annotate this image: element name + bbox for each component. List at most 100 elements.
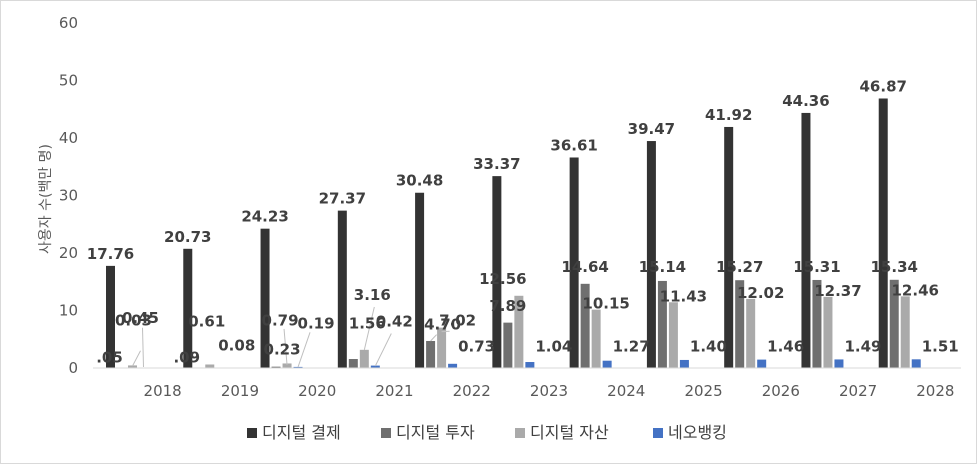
bar-2-8: [746, 299, 755, 368]
data-label-2-2: 0.79: [262, 311, 299, 329]
legend-label-1: 디지털 투자: [396, 423, 475, 442]
leader-4-1: [431, 335, 437, 341]
data-label-3-3: 0.42: [376, 312, 413, 330]
x-tick-label-4: 2022: [453, 382, 491, 400]
legend-label-3: 네오뱅킹: [668, 423, 727, 442]
x-axis-ticks: 2018 2019 2020 2021 2022 2023 2024 2025 2026 2027…: [144, 382, 955, 400]
data-label-3-9: 1.49: [844, 338, 881, 356]
bar-2-9: [823, 297, 832, 368]
data-label-0-7: 39.47: [628, 120, 675, 138]
data-label-0-10: 46.87: [860, 77, 907, 95]
bar-0-10: [879, 98, 888, 368]
legend: 디지털 결제 디지털 투자 디지털 자산 네오뱅킹: [247, 423, 727, 442]
bar-1-5: [503, 323, 512, 368]
data-label-2-4: 7.02: [439, 311, 476, 329]
bar-2-1: [205, 364, 214, 368]
x-tick-label-10: 2028: [916, 382, 954, 400]
data-label-1-8: 15.27: [716, 258, 763, 276]
legend-swatch-1: [381, 428, 391, 438]
data-label-1-7: 15.14: [639, 258, 686, 276]
data-label-1-1: .09: [173, 349, 200, 367]
bar-3-5: [525, 362, 534, 368]
data-label-2-10: 12.46: [892, 281, 939, 299]
x-tick-label-8: 2026: [762, 382, 800, 400]
bar-0-8: [724, 127, 733, 368]
data-label-3-8: 1.46: [767, 338, 804, 356]
bar-3-8: [757, 360, 766, 368]
bar-3-7: [680, 360, 689, 368]
y-tick-label-0: 0: [68, 359, 78, 377]
data-label-0-0: 17.76: [87, 245, 134, 263]
y-tick-label-1: 10: [59, 302, 78, 320]
x-tick-label-0: 2018: [144, 382, 182, 400]
y-tick-label-3: 30: [59, 187, 78, 205]
x-tick-label-1: 2019: [221, 382, 259, 400]
data-label-2-3: 3.16: [354, 286, 391, 304]
data-label-2-1: 0.61: [188, 312, 225, 330]
leader-0-2: [133, 351, 141, 366]
x-tick-label-9: 2027: [839, 382, 877, 400]
data-label-0-5: 33.37: [473, 155, 520, 173]
legend-label-2: 디지털 자산: [530, 423, 609, 442]
data-label-1-9: 15.31: [793, 258, 840, 276]
x-tick-label-5: 2023: [530, 382, 568, 400]
data-label-2-9: 12.37: [814, 282, 861, 300]
data-label-3-5: 1.04: [535, 338, 572, 356]
x-tick-label-2: 2020: [298, 382, 336, 400]
y-tick-label-5: 50: [59, 72, 78, 90]
bar-0-4: [415, 193, 424, 368]
bar-2-3: [360, 350, 369, 368]
data-label-1-5: 7.89: [489, 297, 526, 315]
legend-swatch-0: [247, 428, 257, 438]
y-tick-label-2: 20: [59, 244, 78, 262]
data-label-2-5: 12.56: [479, 270, 526, 288]
data-label-3-10: 1.51: [922, 338, 959, 356]
y-tick-label-4: 40: [59, 129, 78, 147]
data-label-0-8: 41.92: [705, 106, 752, 124]
data-label-3-7: 1.40: [690, 338, 727, 356]
bar-1-4: [426, 341, 435, 368]
data-label-1-6: 14.64: [561, 258, 608, 276]
data-label-0-1: 20.73: [164, 228, 211, 246]
y-axis-title: 사용자 수(백만 명): [38, 144, 54, 254]
bar-3-10: [912, 359, 921, 368]
y-axis-ticks: 0 10 20 30 40 50 60: [59, 14, 78, 377]
data-label-2-6: 10.15: [582, 295, 629, 313]
data-label-3-6: 1.27: [613, 338, 650, 356]
x-tick-label-7: 2025: [684, 382, 722, 400]
bar-2-10: [901, 296, 910, 368]
bar-0-9: [801, 113, 810, 368]
data-label-3-2: 0.19: [298, 315, 335, 333]
x-tick-label-3: 2021: [375, 382, 413, 400]
bar-3-6: [603, 361, 612, 368]
data-label-1-0: .05: [96, 349, 123, 367]
bar-2-7: [669, 302, 678, 368]
bar-0-3: [338, 211, 347, 368]
legend-swatch-3: [653, 428, 663, 438]
legend-label-0: 디지털 결제: [262, 423, 341, 442]
data-label-0-9: 44.36: [782, 92, 829, 110]
bar-2-4: [437, 328, 446, 368]
data-label-3-1: 0.08: [218, 337, 255, 355]
bar-3-9: [834, 359, 843, 368]
leader-3-3: [375, 334, 391, 367]
leader-0-3: [143, 328, 144, 367]
bar-1-3: [349, 359, 358, 368]
data-label-3-4: 0.73: [458, 338, 495, 356]
data-label-0-6: 36.61: [550, 136, 597, 154]
bars: [106, 98, 921, 368]
bar-0-7: [647, 141, 656, 368]
x-tick-label-6: 2024: [607, 382, 645, 400]
data-label-1-2: 0.23: [264, 341, 301, 359]
data-label-0-4: 30.48: [396, 172, 443, 190]
data-label-1-10: 15.34: [871, 258, 918, 276]
data-label-2-7: 11.43: [660, 287, 707, 305]
data-label-0-3: 27.37: [319, 190, 366, 208]
bar-2-6: [592, 310, 601, 368]
legend-swatch-2: [515, 428, 525, 438]
bar-3-4: [448, 364, 457, 368]
y-tick-label-6: 60: [59, 14, 78, 32]
data-label-3-0: 0.03: [115, 311, 152, 329]
